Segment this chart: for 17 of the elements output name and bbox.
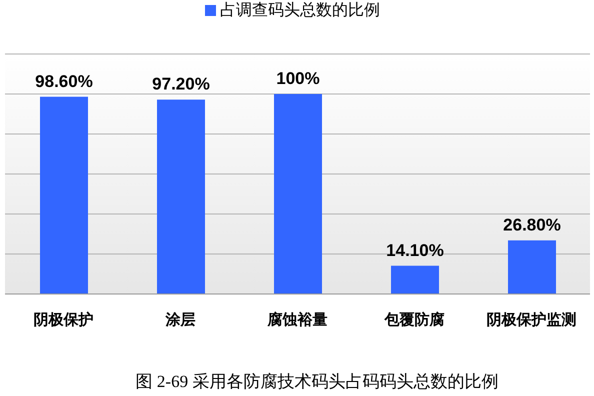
x-tick-label: 包覆防腐 bbox=[384, 310, 444, 329]
bar bbox=[40, 96, 88, 294]
data-label: 100% bbox=[276, 69, 320, 88]
data-label: 98.60% bbox=[35, 72, 93, 91]
x-tick-label: 涂层 bbox=[164, 312, 196, 329]
x-tick-label: 阴极保护监测 bbox=[486, 310, 576, 329]
data-label: 97.20% bbox=[152, 74, 210, 94]
caption: 图 2-69 采用各防腐技术码头占码码头总数的比例 bbox=[134, 371, 500, 393]
data-label: 14.10% bbox=[386, 240, 444, 260]
x-tick-label: 阴极保护 bbox=[34, 310, 94, 329]
x-tick-label: 腐蚀裕量 bbox=[266, 310, 328, 329]
legend-label: 占调查码头总数的比例 bbox=[220, 2, 380, 19]
data-label: 26.80% bbox=[503, 215, 561, 234]
bar bbox=[391, 266, 439, 294]
bar bbox=[157, 100, 205, 294]
bar bbox=[508, 240, 556, 294]
bar bbox=[274, 94, 322, 294]
